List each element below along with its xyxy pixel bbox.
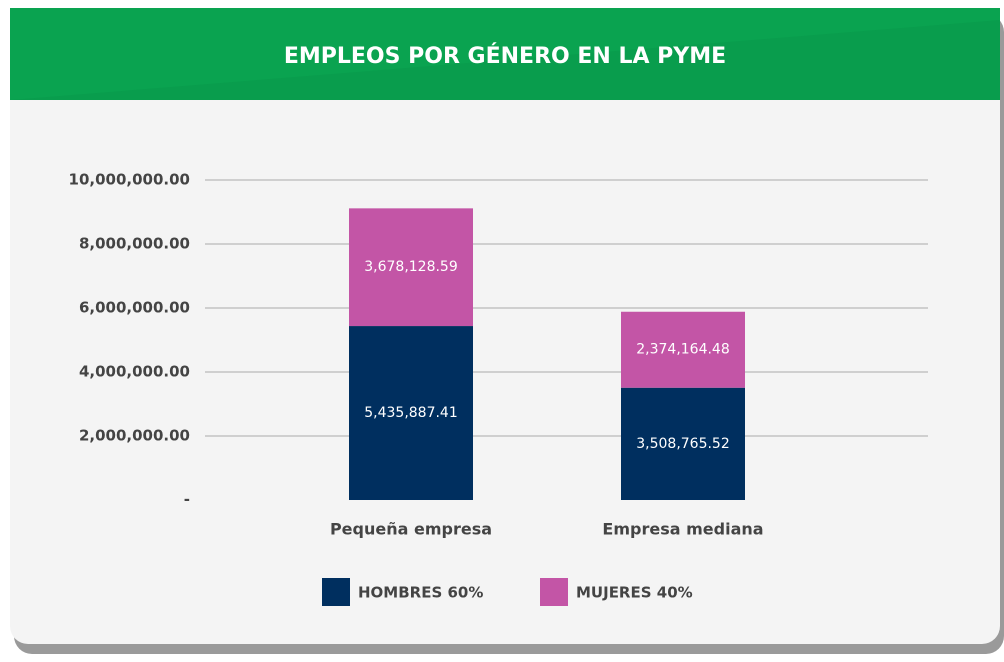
data-label: 3,678,128.59 bbox=[364, 259, 458, 275]
chart-title: EMPLEOS POR GÉNERO EN LA PYME bbox=[284, 43, 726, 69]
x-tick-label: Empresa mediana bbox=[602, 520, 763, 539]
bar-segment bbox=[621, 311, 745, 388]
y-tick-label: 4,000,000.00 bbox=[79, 363, 190, 381]
bar-segment bbox=[349, 208, 473, 327]
legend-swatch bbox=[322, 578, 350, 606]
y-tick-label: 6,000,000.00 bbox=[79, 299, 190, 317]
bar-segment bbox=[349, 326, 473, 500]
data-label: 3,508,765.52 bbox=[636, 436, 730, 452]
bar-segment bbox=[621, 387, 745, 500]
y-tick-label: 2,000,000.00 bbox=[79, 427, 190, 445]
legend-label: HOMBRES 60% bbox=[358, 584, 483, 602]
legend-swatch bbox=[540, 578, 568, 606]
y-tick-label: 10,000,000.00 bbox=[69, 171, 190, 189]
x-tick-label: Pequeña empresa bbox=[330, 520, 492, 539]
header-accent bbox=[10, 20, 1000, 100]
card bbox=[10, 8, 1000, 644]
data-label: 2,374,164.48 bbox=[636, 342, 730, 358]
legend-label: MUJERES 40% bbox=[576, 584, 693, 602]
data-label: 5,435,887.41 bbox=[364, 405, 458, 421]
y-tick-label: 8,000,000.00 bbox=[79, 235, 190, 253]
y-tick-label: - bbox=[184, 491, 190, 509]
